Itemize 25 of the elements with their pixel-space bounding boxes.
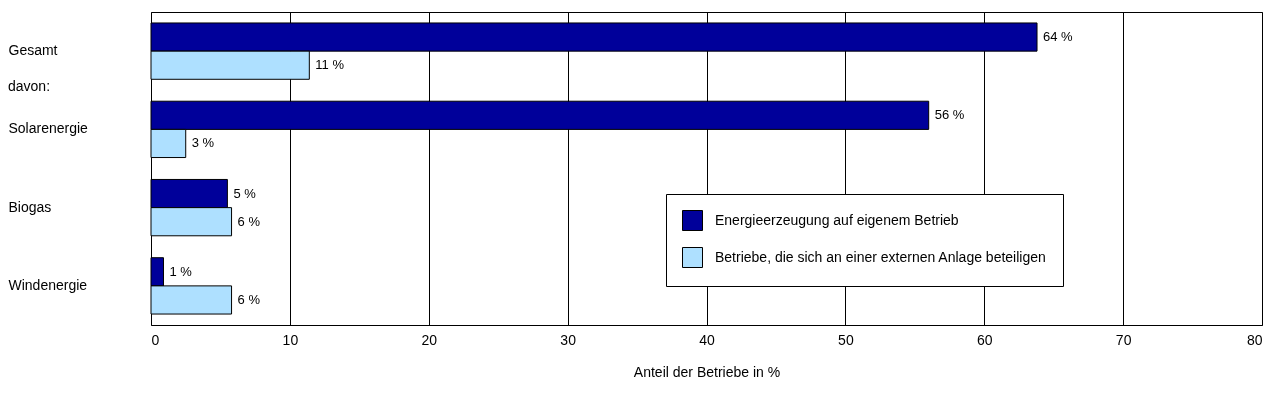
y-tick-label: Solarenergie xyxy=(8,120,89,137)
data-label: 64 % xyxy=(1043,29,1074,45)
x-tick-label: 20 xyxy=(421,331,438,348)
x-tick-label: 10 xyxy=(282,331,299,348)
x-tick-label: 40 xyxy=(699,331,715,348)
data-label: 6 % xyxy=(237,291,261,307)
y-tick-label: Gesamt xyxy=(8,42,58,59)
x-tick-label: 30 xyxy=(560,331,577,348)
x-tick-label: 50 xyxy=(838,331,854,348)
data-label: 3 % xyxy=(191,135,215,151)
legend-label: Energieerzeugung auf eigenem Betrieb xyxy=(715,211,959,228)
data-label: 5 % xyxy=(233,185,257,201)
y-tick-label: Biogas xyxy=(8,198,52,215)
x-tick-label: 0 xyxy=(151,331,160,348)
x-tick-label: 60 xyxy=(976,331,993,348)
data-label: 56 % xyxy=(934,107,965,123)
x-tick-label: 70 xyxy=(1115,331,1132,348)
data-label: 6 % xyxy=(237,213,261,229)
y-tick-label: Windenergie xyxy=(8,276,88,293)
data-label: 11 % xyxy=(315,57,345,73)
x-axis-title: Anteil der Betriebe in % xyxy=(633,363,781,380)
legend-label: Betriebe, die sich an einer externen Anlage beteiligen xyxy=(715,248,1046,265)
x-tick-label: 80 xyxy=(1246,331,1263,348)
text: davon: xyxy=(8,78,51,95)
data-label: 1 % xyxy=(169,263,193,279)
